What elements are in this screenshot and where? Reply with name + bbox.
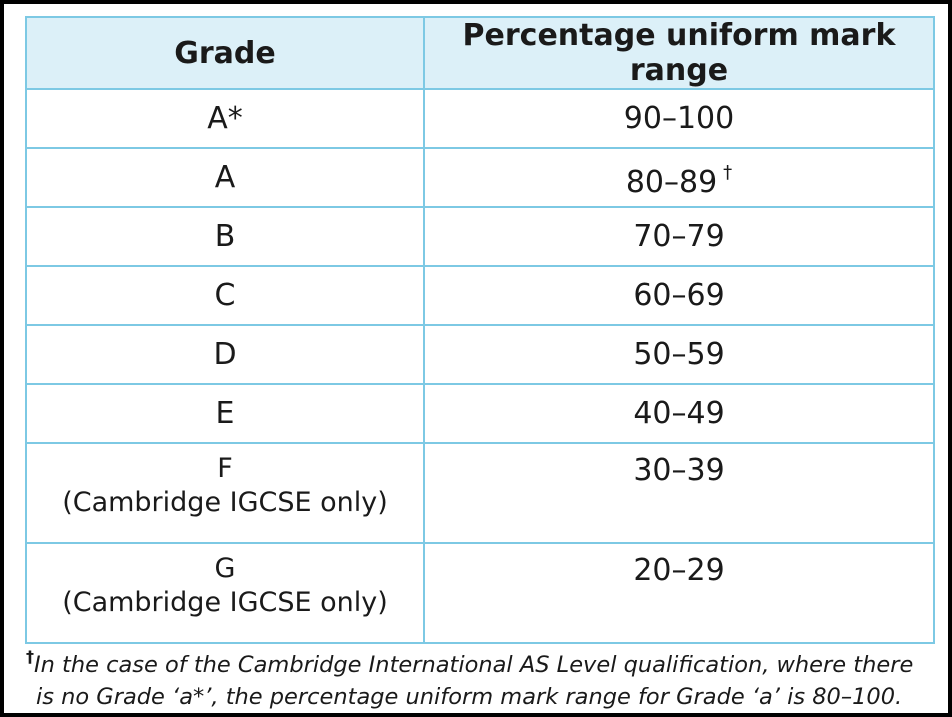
grade-cell: C xyxy=(25,265,425,326)
range-cell: 40–49 xyxy=(423,383,935,444)
grade-note: (Cambridge IGCSE only) xyxy=(62,487,388,518)
range-value: 80–89 xyxy=(625,164,718,200)
table-header-row: Grade Percentage uniform mark range xyxy=(25,16,935,90)
range-cell: 80–89 † xyxy=(423,147,935,208)
grade-cell: B xyxy=(25,206,425,267)
footnote-line-2: is no Grade ‘a*’, the percentage uniform… xyxy=(36,684,903,710)
footnote: †In the case of the Cambridge Internatio… xyxy=(26,641,926,713)
grade-cell: G (Cambridge IGCSE only) xyxy=(25,542,425,644)
footnote-dagger: † xyxy=(723,161,733,183)
footnote-marker: † xyxy=(26,647,34,666)
range-cell: 20–29 xyxy=(423,542,935,644)
range-cell: 30–39 xyxy=(423,442,935,544)
grade-note: (Cambridge IGCSE only) xyxy=(62,587,388,618)
range-cell: 60–69 xyxy=(423,265,935,326)
header-grade: Grade xyxy=(25,16,425,90)
table-row: E 40–49 xyxy=(25,383,935,444)
table-row: G (Cambridge IGCSE only) 20–29 xyxy=(25,542,935,644)
grade-cell: F (Cambridge IGCSE only) xyxy=(25,442,425,544)
grade-cell: E xyxy=(25,383,425,444)
range-cell: 70–79 xyxy=(423,206,935,267)
grade-cell: A* xyxy=(25,88,425,149)
table-row: B 70–79 xyxy=(25,206,935,267)
table-row: C 60–69 xyxy=(25,265,935,326)
grade-cell: A xyxy=(25,147,425,208)
grade-letter: G xyxy=(214,553,236,584)
header-range: Percentage uniform mark range xyxy=(423,16,935,90)
range-cell: 90–100 xyxy=(423,88,935,149)
grade-table: Grade Percentage uniform mark range A* 9… xyxy=(25,16,935,644)
footnote-line-1: In the case of the Cambridge Internation… xyxy=(34,652,914,678)
table-row: D 50–59 xyxy=(25,324,935,385)
table-row: A 80–89 † xyxy=(25,147,935,208)
grade-cell: D xyxy=(25,324,425,385)
table-row: F (Cambridge IGCSE only) 30–39 xyxy=(25,442,935,544)
grade-letter: F xyxy=(217,453,233,484)
range-cell: 50–59 xyxy=(423,324,935,385)
table-row: A* 90–100 xyxy=(25,88,935,149)
page: Grade Percentage uniform mark range A* 9… xyxy=(4,4,948,713)
